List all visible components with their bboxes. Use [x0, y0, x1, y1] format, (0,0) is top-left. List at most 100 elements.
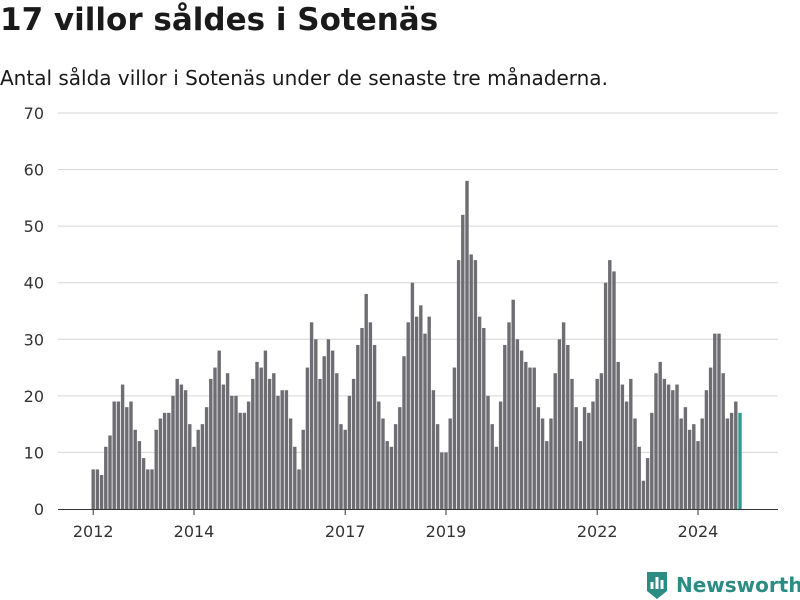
bar — [272, 373, 276, 509]
bar — [587, 412, 591, 509]
bar — [314, 339, 318, 509]
bar — [259, 367, 263, 509]
bar — [381, 418, 385, 509]
bar — [515, 339, 520, 509]
bar — [141, 458, 146, 509]
bar — [322, 356, 326, 509]
bar — [477, 316, 482, 509]
bar — [700, 418, 704, 509]
y-tick-label: 70 — [24, 104, 44, 123]
bar — [377, 401, 381, 509]
bar — [104, 446, 108, 509]
y-tick-label: 60 — [24, 161, 44, 180]
bar — [410, 282, 415, 509]
bar — [679, 418, 683, 509]
y-tick-label: 40 — [24, 274, 44, 293]
bar — [511, 299, 515, 509]
bar — [498, 401, 503, 509]
bar — [305, 367, 310, 509]
bar — [150, 469, 154, 509]
bar — [456, 260, 461, 509]
bar — [637, 446, 641, 509]
x-tick-label: 2012 — [73, 522, 114, 541]
bar — [427, 316, 431, 509]
bar — [620, 384, 625, 509]
bar — [561, 322, 566, 509]
bar — [494, 446, 499, 509]
bar — [536, 407, 541, 509]
page-subtitle: Antal sålda villor i Sotenäs under de se… — [0, 66, 608, 90]
y-tick-label: 30 — [24, 330, 44, 349]
bar — [402, 356, 406, 509]
bar — [578, 441, 583, 509]
bar — [234, 395, 238, 509]
bar — [372, 344, 377, 509]
bar — [158, 418, 163, 509]
bar — [549, 418, 553, 509]
page-title: 17 villor såldes i Sotenäs — [0, 2, 439, 38]
bar — [129, 401, 133, 509]
y-tick-label: 20 — [24, 387, 44, 406]
y-tick-label: 10 — [24, 443, 44, 462]
newsworthy-logo: Newsworthy — [645, 570, 800, 600]
bar — [108, 435, 112, 509]
bar — [125, 407, 129, 509]
bar — [137, 441, 142, 509]
bar — [393, 424, 398, 509]
bar — [490, 424, 494, 509]
bar — [738, 412, 742, 509]
x-tick-label: 2014 — [174, 522, 215, 541]
bar — [301, 429, 305, 509]
bar — [595, 378, 599, 509]
bar — [116, 401, 121, 509]
bar — [179, 384, 184, 509]
bar-chart-logo-icon — [647, 572, 667, 599]
bar — [469, 254, 473, 509]
bar — [263, 350, 268, 509]
bar — [196, 429, 200, 509]
bar — [171, 395, 175, 509]
bar — [524, 361, 528, 509]
bar — [188, 424, 192, 509]
bar — [574, 407, 578, 509]
bar — [389, 446, 394, 509]
x-tick-label: 2022 — [577, 522, 618, 541]
bar — [633, 418, 637, 509]
bar — [318, 378, 322, 509]
bar — [330, 350, 335, 509]
bar — [326, 339, 331, 509]
bar — [238, 412, 242, 509]
x-tick-label: 2017 — [325, 522, 366, 541]
bar — [154, 429, 158, 509]
bar — [91, 469, 95, 509]
bar — [725, 418, 730, 509]
bar — [599, 373, 604, 509]
bar — [486, 395, 490, 509]
bar — [713, 333, 717, 509]
bar — [465, 180, 469, 509]
bar — [440, 452, 444, 509]
bar — [721, 373, 725, 509]
bar — [213, 367, 217, 509]
data-label: 17 — [733, 0, 755, 5]
bar — [448, 418, 452, 509]
x-tick-label: 2019 — [426, 522, 467, 541]
bar — [532, 367, 536, 509]
bar — [209, 378, 213, 509]
bar — [435, 424, 440, 509]
bar — [729, 412, 734, 509]
bar — [696, 441, 700, 509]
bar — [603, 282, 608, 509]
bar — [99, 475, 104, 509]
bar — [528, 367, 532, 509]
bar — [692, 424, 696, 509]
bar — [230, 395, 234, 509]
brand-name: Newsworthy — [676, 573, 800, 597]
bar — [503, 344, 507, 509]
bar — [251, 378, 255, 509]
bar — [629, 378, 633, 509]
bar — [288, 418, 293, 509]
bar — [545, 441, 549, 509]
bar — [217, 350, 221, 509]
bar — [280, 390, 284, 509]
